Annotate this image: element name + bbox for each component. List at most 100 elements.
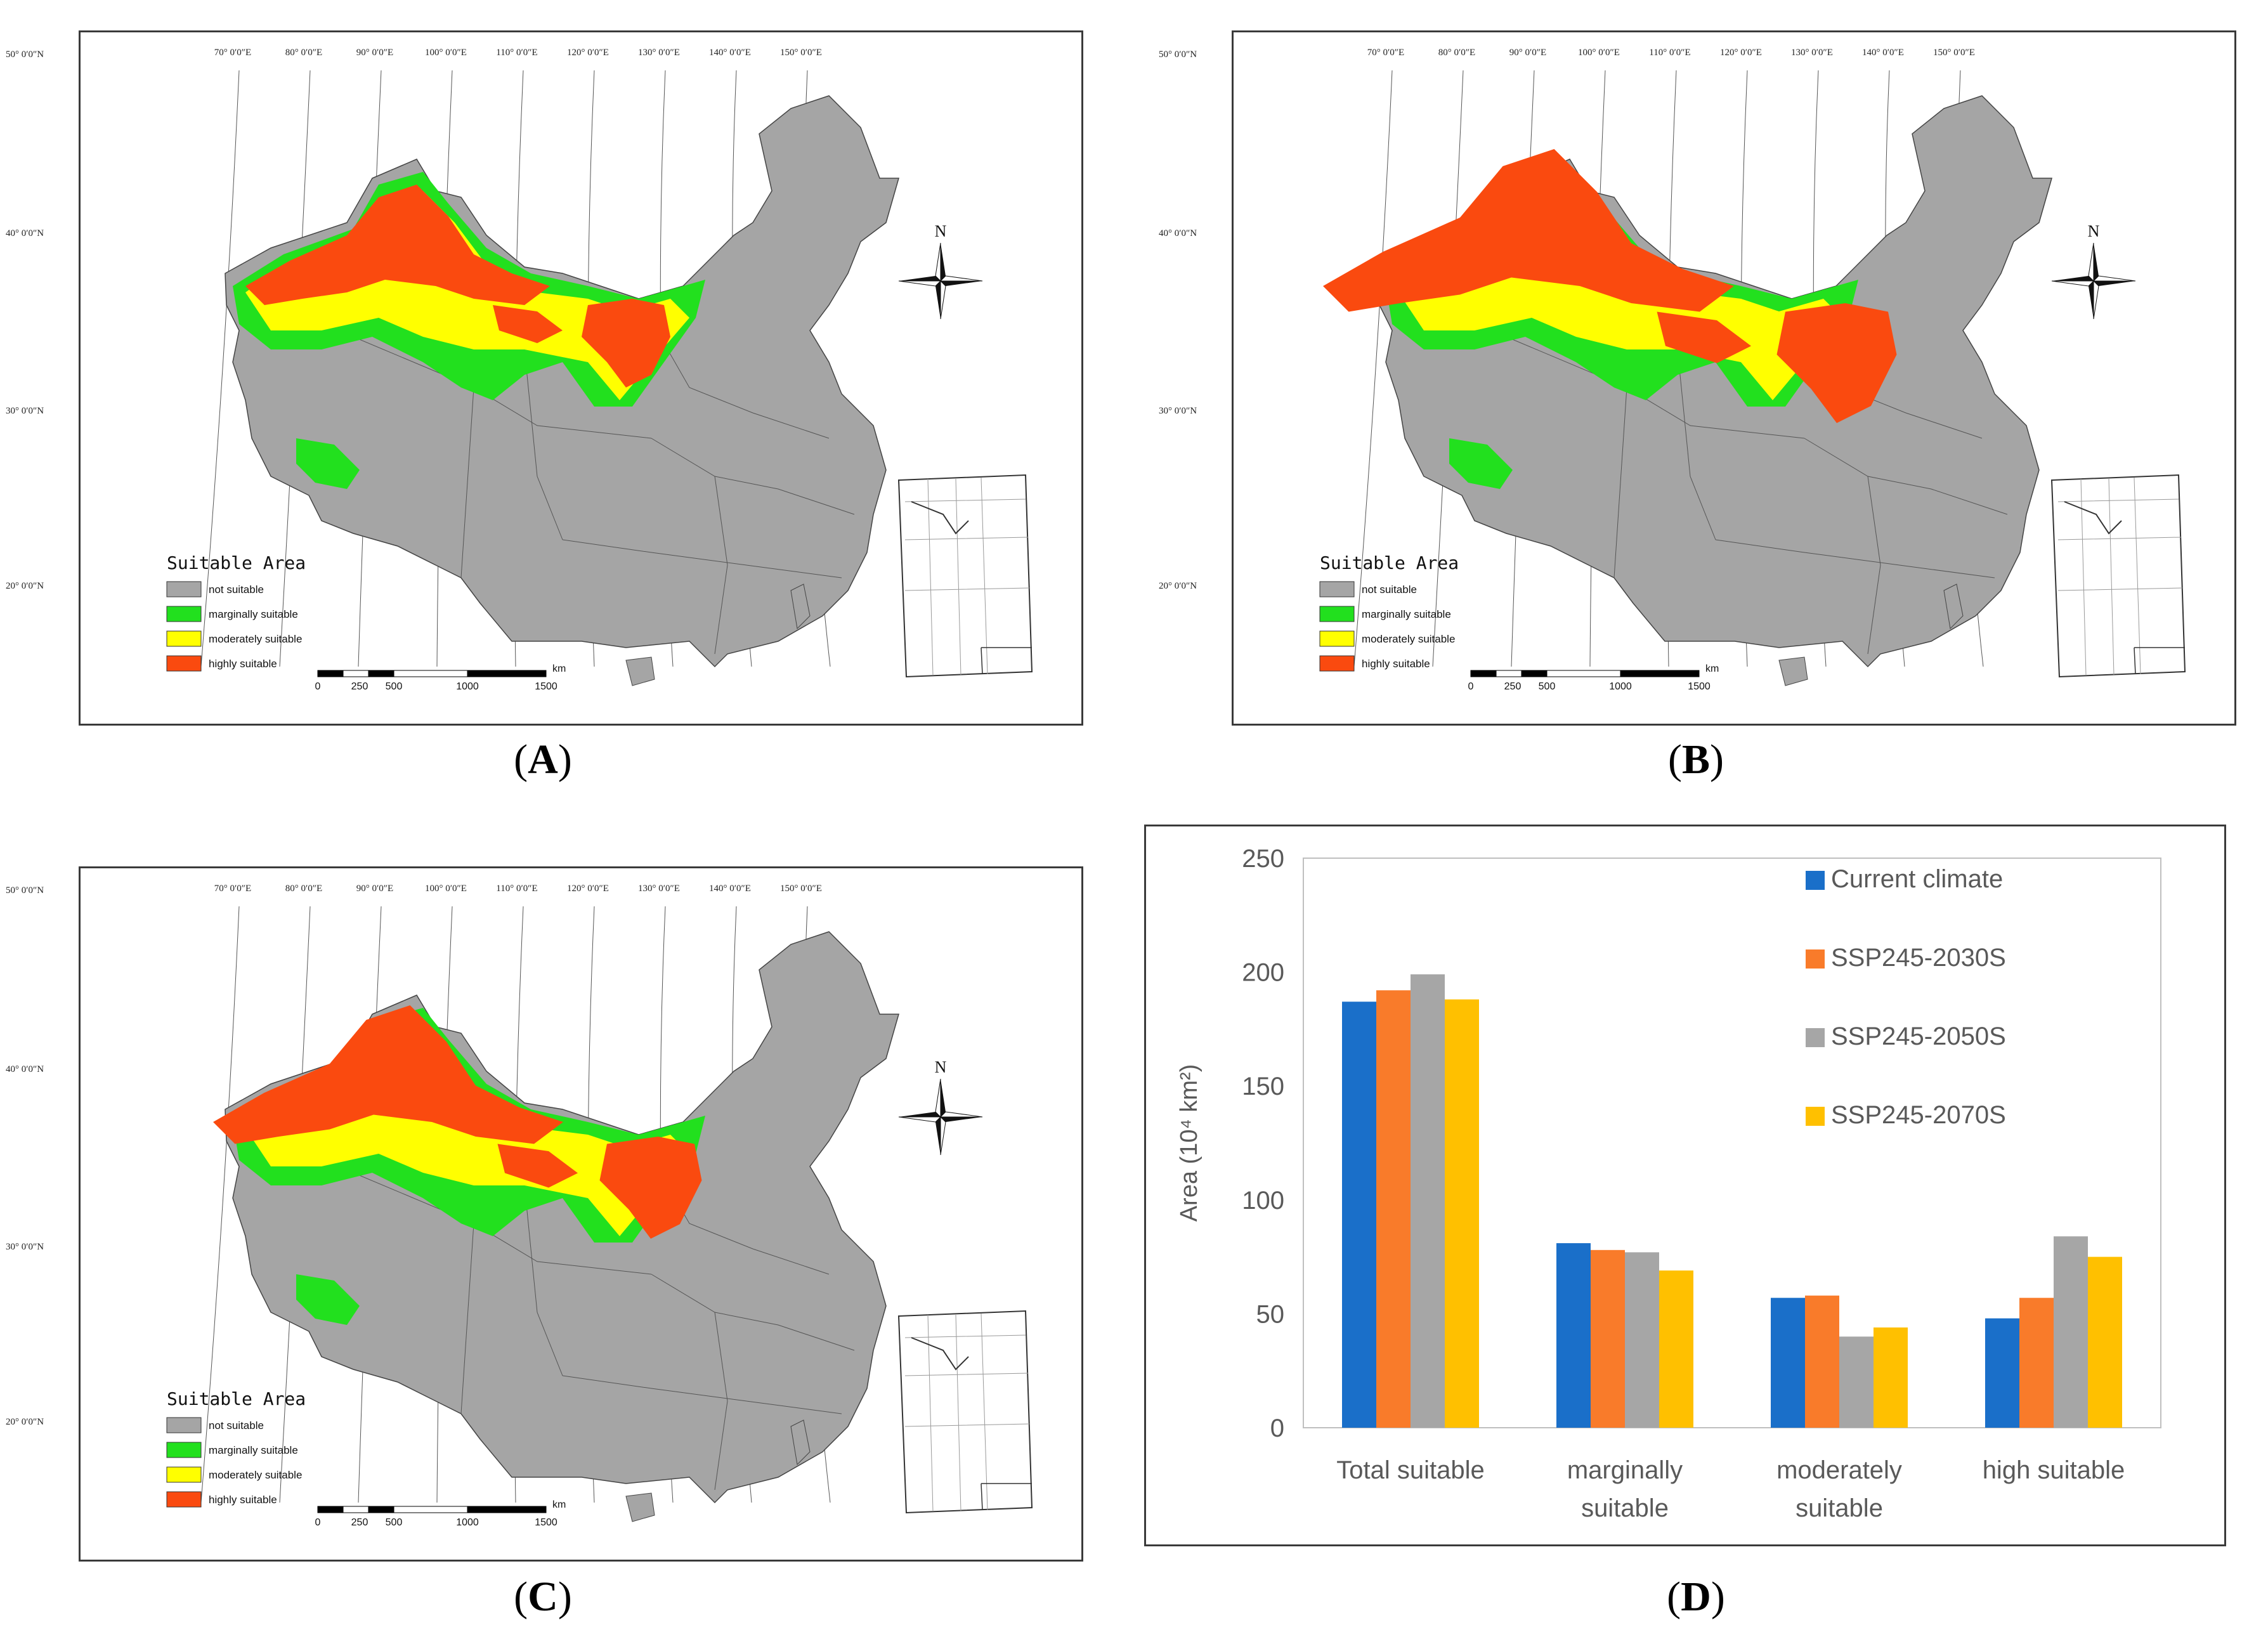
scale-unit-label: km — [552, 663, 566, 674]
legend: Suitable Area not suitable marginally suit… — [166, 552, 306, 672]
meridian-line — [200, 70, 240, 667]
legend-title: Suitable Area — [167, 1388, 306, 1409]
south-china-sea-inset — [897, 474, 1033, 678]
longitude-label: 80° 0′0″E — [1438, 48, 1475, 58]
province-boundary — [1804, 438, 2008, 515]
longitude-label: 70° 0′0″E — [214, 884, 251, 894]
scale-tick-label: 250 — [351, 681, 368, 692]
scale-tick-label: 1500 — [1688, 681, 1711, 692]
longitude-label: 150° 0′0″E — [780, 884, 822, 894]
province-boundary — [651, 438, 855, 515]
china-outline-not-suitable — [1378, 95, 2052, 668]
latitude-label: 20° 0′0″N — [6, 1417, 44, 1427]
longitude-label: 130° 0′0″E — [638, 48, 680, 58]
y-tick-label: 0 — [1270, 1414, 1284, 1442]
longitude-label: 150° 0′0″E — [1933, 48, 1975, 58]
bar — [1556, 1243, 1591, 1428]
latitude-label: 40° 0′0″N — [6, 1064, 44, 1074]
chart-panel-d: 0 50 100 150 200 250 Area (10⁴ km²) Total suita… — [1144, 825, 2226, 1546]
bar — [1591, 1249, 1625, 1428]
marginally-suitable-area — [1449, 438, 1513, 489]
marginally-suitable-area — [296, 438, 360, 489]
hainan-island — [625, 656, 655, 686]
bar — [1839, 1336, 1874, 1428]
taiwan-island — [790, 1419, 811, 1466]
latitude-label: 50° 0′0″N — [6, 49, 44, 60]
highly-suitable-area — [497, 1144, 578, 1188]
province-boundary — [1613, 387, 1627, 578]
map-b-svg: 70° 0′0″E 80° 0′0″E 90° 0′0″E 100° 0′0″E 110… — [1159, 48, 2186, 692]
hainan-island — [625, 1492, 655, 1522]
longitude-label: 100° 0′0″E — [425, 48, 467, 58]
scale-bar: 0 250 500 1000 1500 km — [315, 1499, 566, 1528]
longitude-label: 120° 0′0″E — [1720, 48, 1762, 58]
china-outline-not-suitable — [225, 95, 899, 668]
province-boundary — [714, 1312, 728, 1491]
legend-label: moderately suitable — [209, 633, 302, 645]
bar — [1376, 990, 1411, 1428]
y-tick-label: 200 — [1242, 959, 1284, 987]
legend-title: Suitable Area — [1320, 552, 1459, 573]
scale-tick-label: 500 — [386, 681, 403, 692]
province-boundary — [562, 539, 842, 578]
bar — [1342, 1001, 1376, 1428]
legend-label: highly suitable — [209, 1494, 277, 1506]
scale-tick-label: 1000 — [456, 1517, 479, 1528]
latitude-label: 50° 0′0″N — [1159, 49, 1197, 60]
caption-c: (C) — [514, 1574, 572, 1620]
legend-label: SSP245-2030S — [1831, 944, 2006, 972]
latitude-label: 20° 0′0″N — [1159, 581, 1197, 591]
y-axis-label: Area (10⁴ km²) — [1176, 1064, 1202, 1222]
scale-tick-label: 1500 — [535, 1517, 557, 1528]
map-c-svg: 70° 0′0″E 80° 0′0″E 90° 0′0″E 100° 0′0″E 110… — [6, 884, 1033, 1528]
legend-swatch — [1806, 1107, 1825, 1126]
province-boundary — [460, 1223, 474, 1414]
caption-d: (D) — [1667, 1574, 1725, 1620]
longitude-label: 130° 0′0″E — [638, 884, 680, 894]
scale-tick-label: 250 — [351, 1517, 368, 1528]
legend-label: not suitable — [1362, 584, 1417, 596]
province-boundary — [651, 1274, 855, 1351]
province-boundary — [1867, 476, 1881, 655]
bar — [2019, 1298, 2054, 1428]
bar — [1625, 1252, 1659, 1428]
scale-unit-label: km — [552, 1499, 566, 1510]
legend: Suitable Area not suitable marginally suit… — [1319, 552, 1459, 672]
legend-label: marginally suitable — [1362, 608, 1451, 620]
longitude-label: 140° 0′0″E — [709, 884, 751, 894]
legend-swatch — [166, 1417, 202, 1433]
latitude-label: 30° 0′0″N — [1159, 406, 1197, 416]
legend-swatch — [1806, 1028, 1825, 1047]
province-boundary — [1715, 539, 1995, 578]
legend-label: Current climate — [1831, 865, 2003, 893]
highly-suitable-group — [245, 185, 670, 388]
longitude-label: 110° 0′0″E — [496, 48, 537, 58]
y-tick-label: 50 — [1256, 1300, 1285, 1328]
highly-suitable-area — [1776, 303, 1897, 423]
province-boundary — [353, 336, 652, 439]
highly-suitable-area — [582, 299, 670, 388]
legend-swatch — [166, 606, 202, 622]
longitude-label: 110° 0′0″E — [496, 884, 537, 894]
highly-suitable-group — [213, 1005, 702, 1239]
bar — [1805, 1295, 1839, 1428]
x-tick-label: suitable — [1581, 1494, 1669, 1522]
bar — [1874, 1327, 1908, 1428]
legend-label: highly suitable — [1362, 658, 1430, 670]
x-tick-label: Total suitable — [1336, 1456, 1484, 1484]
highly-suitable-area — [493, 305, 563, 343]
legend-label: moderately suitable — [209, 1469, 302, 1481]
province-boundary — [1506, 336, 1805, 439]
legend-label: marginally suitable — [209, 1444, 298, 1456]
map-panel-a: 70° 0′0″E 80° 0′0″E 90° 0′0″E 100° 0′0″E 110… — [6, 30, 1083, 726]
longitude-label: 100° 0′0″E — [425, 884, 467, 894]
legend-label: SSP245-2050S — [1831, 1022, 2006, 1050]
legend-title: Suitable Area — [167, 552, 306, 573]
legend-swatch — [1806, 871, 1825, 890]
legend-swatch — [1319, 630, 1355, 647]
taiwan-island — [1943, 584, 1964, 630]
bar-chart: 0 50 100 150 200 250 Area (10⁴ km²) Total suita… — [1176, 845, 2161, 1522]
scale-bar: 0 250 500 1000 1500 km — [315, 663, 566, 692]
province-boundary — [460, 387, 474, 578]
y-tick-label: 150 — [1242, 1073, 1284, 1100]
